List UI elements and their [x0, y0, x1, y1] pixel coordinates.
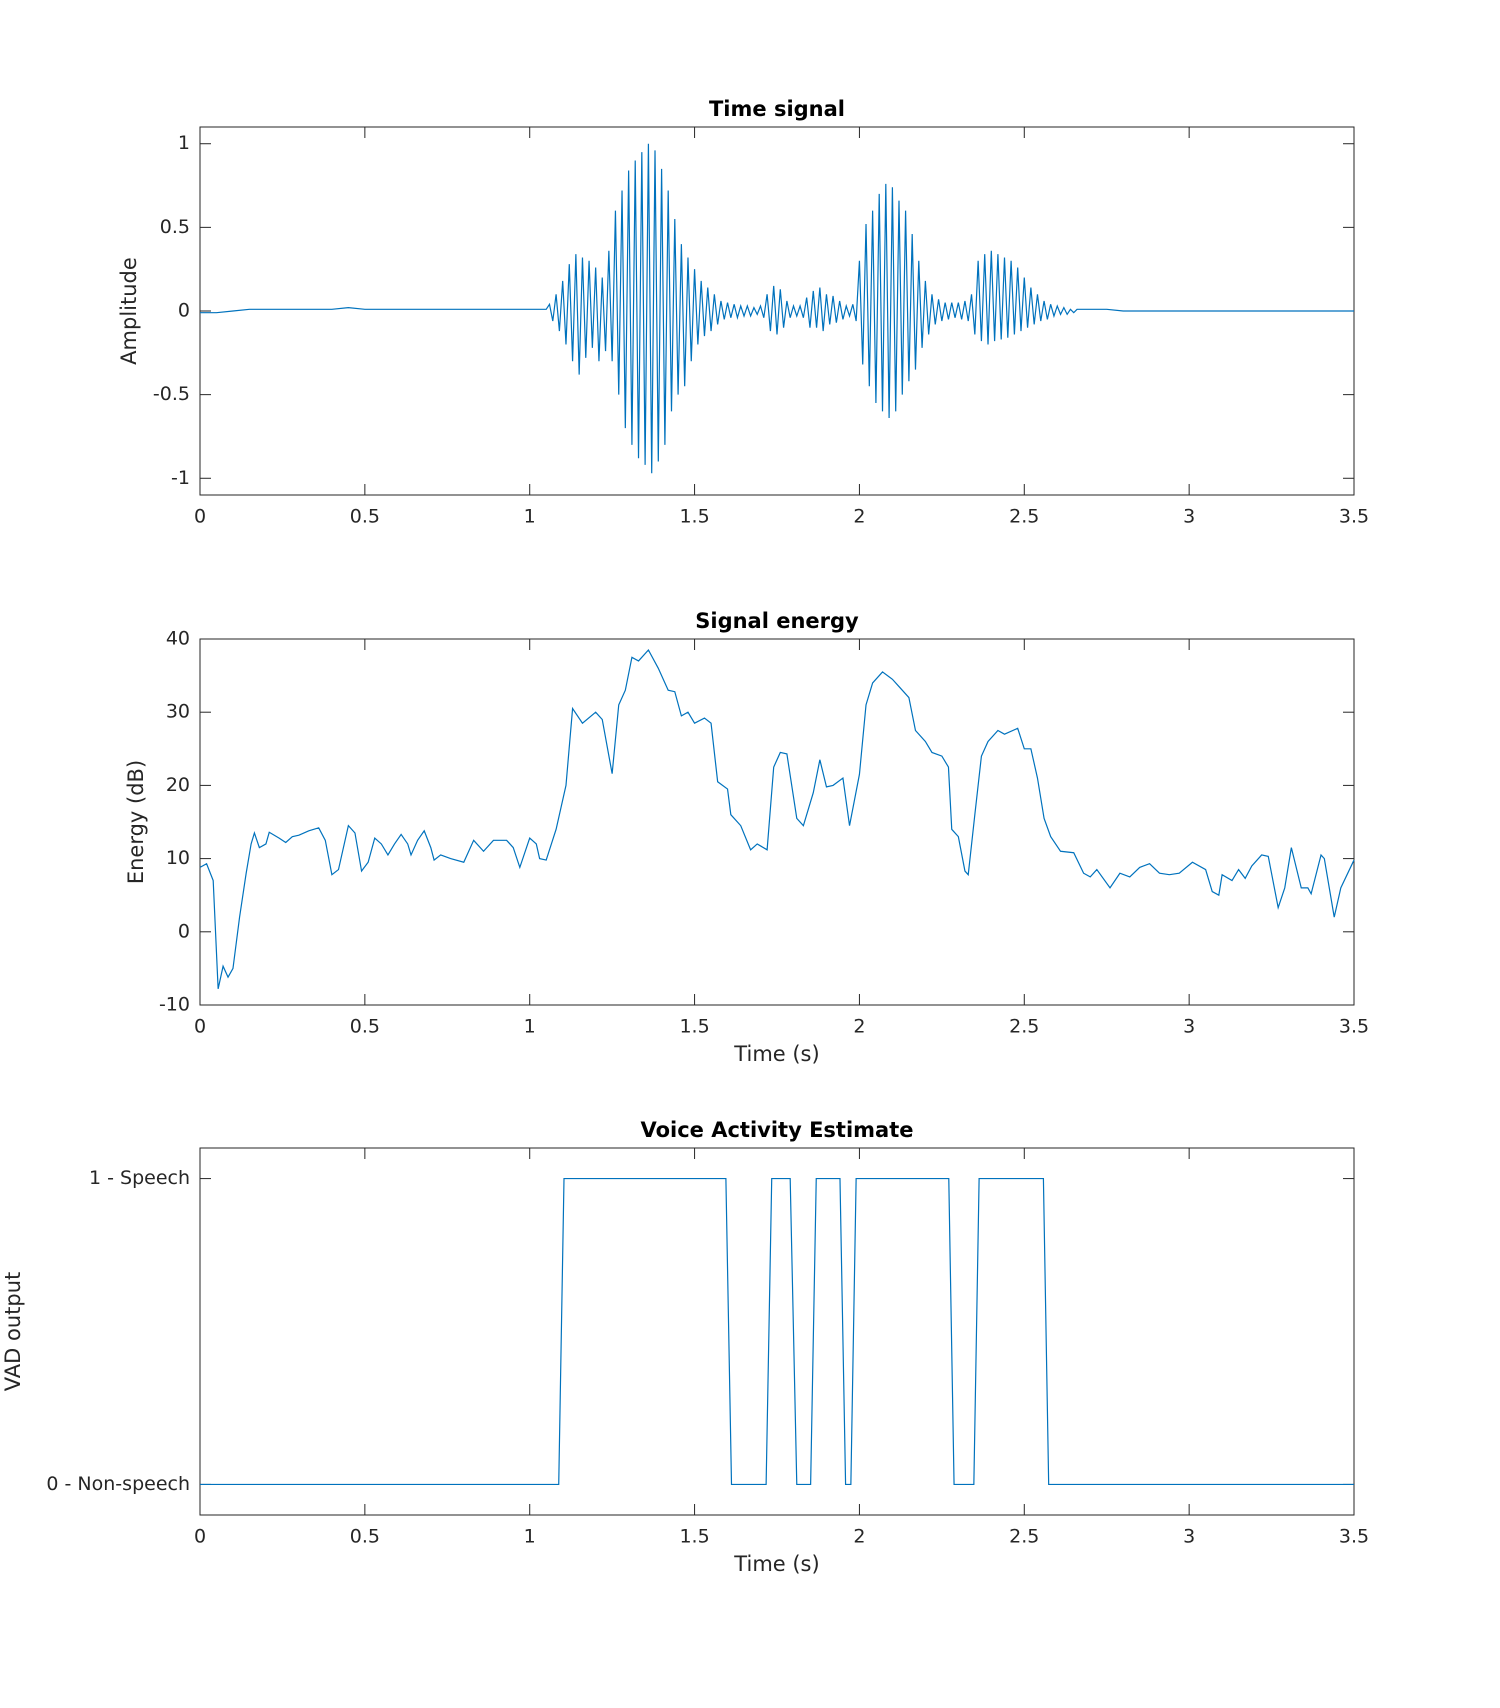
x-tick-label: 0.5 — [350, 506, 380, 528]
chart-title: Voice Activity Estimate — [640, 1118, 913, 1142]
x-tick-label: 3 — [1183, 1526, 1195, 1548]
y-tick-label: 40 — [166, 628, 190, 650]
y-axis-label: Amplitude — [117, 257, 141, 365]
y-tick-label: 0.5 — [160, 216, 190, 238]
y-tick-label: -10 — [159, 994, 190, 1016]
x-tick-label: 2 — [853, 1016, 865, 1038]
x-tick-label: 3.5 — [1339, 1016, 1369, 1038]
chart-title: Time signal — [709, 97, 845, 121]
x-tick-label: 2.5 — [1009, 1526, 1039, 1548]
x-tick-label: 0 — [194, 1526, 206, 1548]
x-tick-label: 3 — [1183, 1016, 1195, 1038]
x-tick-label: 1 — [524, 506, 536, 528]
y-tick-label: 10 — [166, 847, 190, 869]
x-tick-label: 3.5 — [1339, 1526, 1369, 1548]
data-line — [199, 648, 1355, 990]
x-tick-label: 3.5 — [1339, 506, 1369, 528]
y-tick-label: 0 — [178, 300, 190, 322]
y-tick-label: -0.5 — [153, 383, 190, 405]
x-tick-label: 1 — [524, 1016, 536, 1038]
x-tick-label: 1.5 — [679, 1526, 709, 1548]
x-tick-label: 0 — [194, 506, 206, 528]
data-line — [200, 1177, 1354, 1486]
x-tick-label: 1.5 — [679, 506, 709, 528]
data-line — [200, 143, 1354, 474]
x-tick-label: 2 — [853, 1526, 865, 1548]
y-tick-label: 0 — [178, 920, 190, 942]
y-tick-label: 30 — [166, 701, 190, 723]
x-tick-label: 3 — [1183, 506, 1195, 528]
x-tick-label: 0.5 — [350, 1526, 380, 1548]
y-tick-label: 20 — [166, 774, 190, 796]
chart-title: Signal energy — [695, 609, 859, 633]
x-axis-label: Time (s) — [733, 1552, 819, 1576]
x-tick-label: 1.5 — [679, 1016, 709, 1038]
y-tick-label: 1 - Speech — [89, 1167, 190, 1189]
y-axis-label: VAD output — [1, 1272, 25, 1392]
x-axis-label: Time (s) — [733, 1042, 819, 1066]
y-tick-label: -1 — [171, 467, 190, 489]
x-tick-label: 2 — [853, 506, 865, 528]
x-tick-label: 1 — [524, 1526, 536, 1548]
x-tick-label: 0 — [194, 1016, 206, 1038]
axes-box — [199, 1147, 1355, 1516]
axes-box — [199, 638, 1355, 1006]
y-tick-label: 0 - Non-speech — [46, 1473, 190, 1495]
y-tick-label: 1 — [178, 132, 190, 154]
x-tick-label: 2.5 — [1009, 1016, 1039, 1038]
y-axis-label: Energy (dB) — [124, 760, 148, 884]
x-tick-label: 0.5 — [350, 1016, 380, 1038]
x-tick-label: 2.5 — [1009, 506, 1039, 528]
